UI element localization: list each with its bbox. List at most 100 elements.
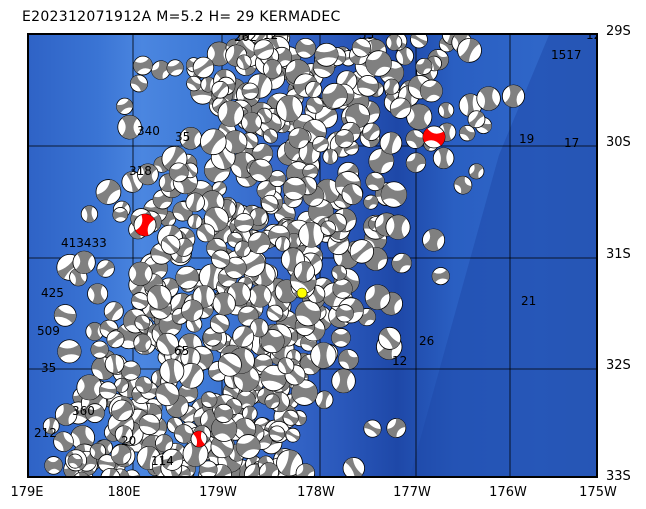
beachball [112, 207, 129, 223]
event-label: 114 [151, 454, 174, 468]
beachball [206, 41, 232, 67]
beachball [95, 179, 122, 205]
event-label: 212 [34, 426, 57, 440]
beachball [214, 403, 234, 424]
beachball [199, 460, 218, 476]
beachball [453, 175, 473, 195]
beachball [405, 152, 427, 173]
beachball [295, 463, 316, 476]
beachball [85, 403, 105, 423]
beachball [341, 183, 364, 205]
beachball [166, 59, 184, 77]
beachball [268, 170, 286, 188]
beachball [351, 38, 372, 58]
beachball [256, 180, 277, 200]
beachball [211, 415, 238, 442]
beachball [261, 194, 279, 213]
beachball [332, 278, 353, 299]
beachball [130, 74, 148, 93]
beachball [100, 467, 121, 476]
beachball [391, 252, 412, 274]
beachball [258, 462, 280, 476]
beachball [89, 442, 107, 460]
beachball [263, 128, 278, 144]
beachball [179, 127, 203, 150]
beachball [114, 425, 133, 444]
beachball [334, 129, 354, 149]
event-label: 12 [586, 35, 598, 42]
beachball [365, 171, 385, 192]
beachball [310, 342, 337, 369]
beachball [200, 391, 218, 408]
beachball [98, 381, 117, 400]
beachball [135, 376, 153, 394]
beachball [422, 125, 446, 149]
beachball [178, 362, 205, 389]
beachball [422, 228, 446, 252]
beachball [260, 329, 285, 354]
beachball [312, 135, 329, 153]
map-area: 262 12 55 12 1517 340 35 318 413433 425 509 35 360 21… [27, 33, 598, 478]
lat-label: 32S [606, 358, 631, 373]
beachball [395, 46, 414, 66]
beachball [134, 314, 151, 331]
beachball [116, 97, 134, 115]
beachball [322, 148, 339, 165]
event-label: 26 [419, 334, 434, 348]
beachball [181, 299, 204, 322]
beachball [247, 231, 271, 255]
beachball [293, 261, 315, 283]
beachball [209, 313, 230, 334]
beachball [113, 377, 129, 393]
beachball [106, 330, 125, 349]
beachball [335, 304, 354, 323]
beachball [67, 453, 83, 469]
beachball [291, 379, 318, 406]
beachball [331, 328, 351, 348]
event-label: 318 [129, 164, 152, 178]
lat-label: 30S [606, 135, 631, 150]
beachball [262, 59, 283, 79]
beachball [385, 214, 411, 240]
beachball [187, 214, 203, 230]
epicenter-marker [296, 287, 308, 299]
beachball [53, 304, 77, 327]
beachball [320, 220, 336, 236]
beachball [74, 471, 89, 476]
beachball [85, 322, 104, 341]
beachball [217, 352, 242, 377]
lat-label: 31S [606, 247, 631, 262]
beachball [241, 111, 262, 133]
beachball [234, 240, 251, 258]
beachball [151, 60, 171, 80]
beachball [251, 143, 274, 165]
beachball [90, 340, 109, 359]
map-title: E202312071912A M=5.2 H= 29 KERMADEC [22, 9, 341, 25]
beachball [315, 390, 334, 409]
beachball [133, 213, 157, 237]
beachball [211, 249, 231, 269]
lon-label: 176W [489, 485, 527, 500]
beachball [457, 37, 482, 63]
event-label: 55 [359, 35, 374, 42]
beachball [410, 35, 428, 49]
beachball [432, 147, 455, 169]
event-label: 35 [41, 361, 56, 375]
event-label: 509 [37, 324, 60, 338]
trench-shading [410, 35, 596, 476]
beachball [406, 103, 433, 130]
beachball [349, 239, 374, 264]
beachball [378, 326, 402, 350]
beachball [295, 37, 316, 59]
event-label: 340 [137, 124, 160, 138]
lon-label: 178W [297, 485, 335, 500]
beachball [44, 456, 63, 475]
beachball [146, 284, 172, 310]
beachball [54, 403, 78, 426]
beachball [249, 318, 269, 338]
beachball [364, 284, 391, 310]
beachball [131, 292, 149, 310]
beachball [268, 425, 286, 442]
beachball [476, 86, 501, 111]
lon-label: 179E [10, 485, 44, 500]
